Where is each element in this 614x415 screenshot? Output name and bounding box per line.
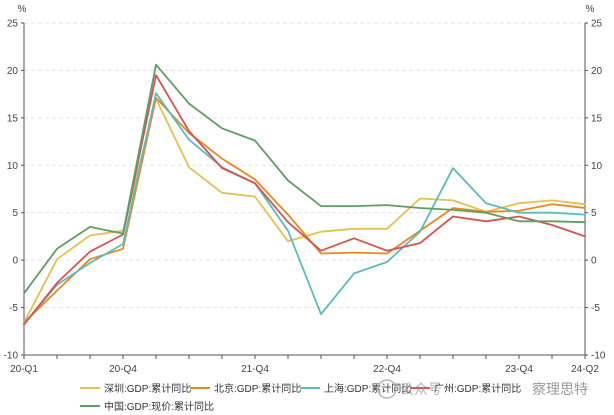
- y-tick-label-left: 25: [7, 19, 19, 30]
- y-tick-label-right: 0: [591, 256, 597, 267]
- x-tick-label: 22-Q4: [373, 364, 401, 375]
- y-tick-label-right: 10: [591, 161, 603, 172]
- series-line-5: [23, 63, 586, 295]
- x-tick-label: 21-Q4: [241, 364, 269, 375]
- y-axis-unit-left: %: [18, 4, 27, 15]
- x-tick-label: 20-Q4: [109, 364, 137, 375]
- y-tick-label-left: -10: [4, 351, 19, 362]
- y-tick-label-left: 20: [7, 66, 19, 77]
- watermark-account-name: 察理思特: [532, 381, 588, 397]
- legend-label-1: 深圳:GDP:累计同比: [104, 382, 191, 395]
- watermark-prefix: 公众号 ·: [400, 381, 451, 397]
- y-tick-label-right: 5: [591, 208, 597, 219]
- series-lines: [23, 63, 586, 326]
- y-tick-label-right: 20: [591, 66, 603, 77]
- wechat-logo-eye-left: [382, 385, 386, 389]
- legend-label-5: 中国:GDP:现价:累计同比: [104, 400, 214, 413]
- axes: % % -10 -10 -5 -5 0 0 5 5 10 10 15 15 20 20 25 25 20-Q1 2…: [4, 4, 606, 375]
- gridlines: [24, 22, 585, 309]
- wechat-logo-icon: [377, 379, 397, 399]
- wechat-logo-eye-right: [388, 385, 392, 389]
- y-tick-label-right: -5: [591, 303, 600, 314]
- x-tick-label: 24-Q2: [571, 364, 599, 375]
- y-tick-label-left: 10: [7, 161, 19, 172]
- legend-label-4: 广州:GDP:累计同比: [434, 382, 521, 395]
- series-line-4: [23, 74, 586, 326]
- y-tick-label-right: -10: [591, 351, 606, 362]
- y-axis-unit-right: %: [586, 4, 595, 15]
- x-tick-label: 20-Q1: [10, 364, 38, 375]
- legend-label-2: 北京:GDP:累计同比: [214, 382, 301, 395]
- legend: 深圳:GDP:累计同比 北京:GDP:累计同比 上海:GDP:累计同比 广州:GDP:…: [80, 382, 521, 413]
- y-tick-label-right: 15: [591, 113, 603, 124]
- y-tick-label-left: 0: [12, 256, 18, 267]
- series-line-3: [23, 92, 586, 325]
- series-line-2: [23, 97, 586, 324]
- legend-label-3: 上海:GDP:累计同比: [324, 382, 411, 395]
- x-tick-label: 23-Q4: [505, 364, 533, 375]
- y-tick-label-left: 5: [12, 208, 18, 219]
- y-tick-label-left: 15: [7, 113, 19, 124]
- y-tick-label-left: -5: [9, 303, 18, 314]
- watermark: 公众号 · 察理思特: [377, 379, 588, 399]
- y-tick-label-right: 25: [591, 19, 603, 30]
